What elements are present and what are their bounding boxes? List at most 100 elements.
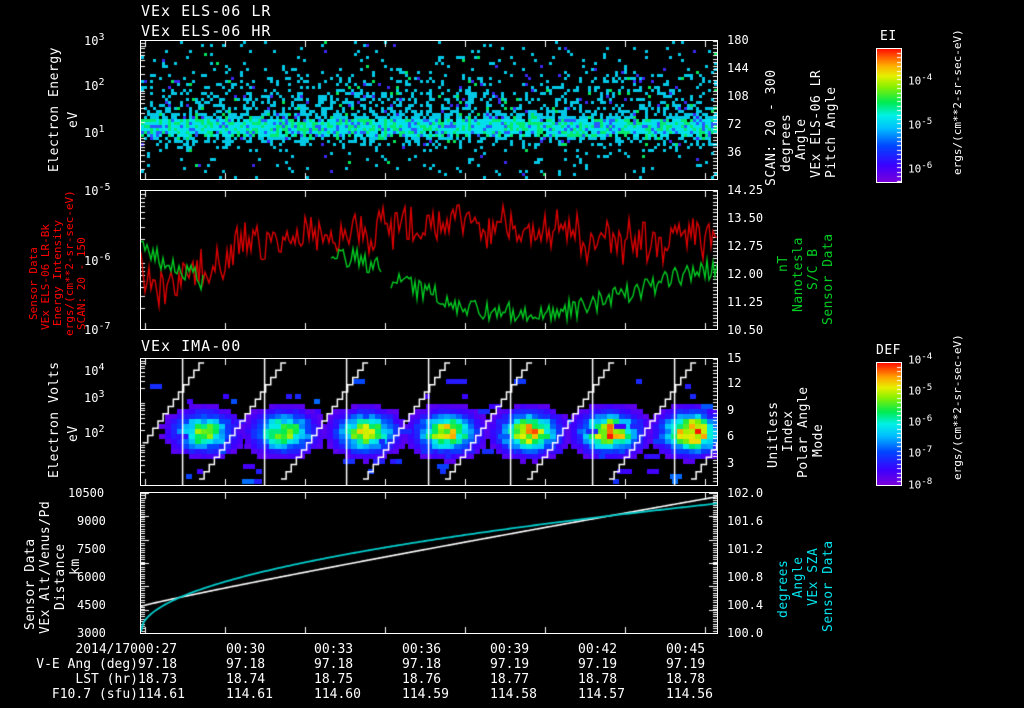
- panel3-ytick-1: 103: [84, 389, 105, 405]
- time-row-1-value-1: 18.74: [226, 672, 266, 687]
- panel2-left-label-4: SCAN: 20 - 150: [75, 237, 88, 330]
- time-row-1-value-2: 18.75: [314, 672, 354, 687]
- panel3-left-axis-label: Electron Volts: [47, 361, 62, 478]
- time-row-0-value-3: 97.18: [402, 657, 442, 672]
- panel1-rytick-1: 144: [727, 61, 749, 75]
- panel-ima-spectrogram[interactable]: [140, 358, 718, 486]
- time-axis-time-0: 00:27: [138, 642, 178, 657]
- panel2-right-label-0: Sensor Data: [821, 233, 836, 325]
- panel4-rytick-0: 102.0: [727, 486, 764, 500]
- panel3-rytick-1: 12: [727, 376, 742, 390]
- panel2-rytick-3: 12.00: [727, 267, 764, 281]
- def-cbar-tick-1: 10-5: [908, 382, 933, 398]
- panel2-right-label-2: Nanotesla: [791, 237, 806, 312]
- ei-cbar-tick-2: 10-6: [908, 160, 933, 176]
- def-colorbar-unit: ergs/(cm**2-sr-sec-eV): [951, 334, 964, 480]
- panel3-right-label-1: Polar Angle: [796, 386, 811, 478]
- panel1-rytick-3: 72: [727, 117, 742, 131]
- time-row-2-value-4: 114.58: [490, 687, 537, 702]
- time-row-2-value-3: 114.59: [402, 687, 449, 702]
- panel2-rytick-2: 12.75: [727, 239, 764, 253]
- panel2-rytick-5: 10.50: [727, 323, 764, 337]
- ei-colorbar: [876, 48, 902, 183]
- panel4-right-label-2: Angle: [791, 556, 806, 598]
- time-row-0-value-5: 97.19: [578, 657, 618, 672]
- time-row-0-value-0: 97.18: [138, 657, 178, 672]
- ei-colorbar-unit: ergs/(cm**2-sr-sec-eV): [951, 29, 964, 175]
- panel4-left-label-3: km: [68, 558, 83, 575]
- time-axis-time-5: 00:42: [578, 642, 618, 657]
- panel4-right-label-3: degrees: [776, 559, 791, 618]
- def-cbar-tick-3: 10-7: [908, 444, 933, 460]
- time-row-0-value-2: 97.18: [314, 657, 354, 672]
- panel-altitude-sza[interactable]: [140, 492, 718, 634]
- time-row-2-value-0: 114.61: [138, 687, 185, 702]
- panel1-rytick-4: 36: [727, 145, 742, 159]
- panel3-ytick-0: 104: [84, 362, 105, 378]
- panel3-rytick-3: 6: [727, 429, 735, 443]
- panel3-left-axis-unit: eV: [66, 425, 81, 442]
- panel-energy-intensity[interactable]: [140, 190, 718, 330]
- panel4-ytick-4: 4500: [77, 598, 106, 612]
- time-axis-time-6: 00:45: [666, 642, 706, 657]
- panel2-right-label-1: S/C B: [806, 248, 821, 290]
- time-row-1-value-4: 18.77: [490, 672, 530, 687]
- time-row-1-value-3: 18.76: [402, 672, 442, 687]
- panel3-title: VEx IMA-00: [141, 337, 242, 355]
- panel4-left-label-0: Sensor Data: [23, 538, 38, 630]
- def-colorbar: [876, 362, 902, 486]
- panel1-title-hr: VEx ELS-06 HR: [141, 22, 272, 40]
- panel3-ytick-2: 102: [84, 424, 105, 440]
- panel4-rytick-3: 100.8: [727, 570, 764, 584]
- panel2-right-label-3: nT: [776, 255, 791, 272]
- time-axis-time-4: 00:39: [490, 642, 530, 657]
- time-row-label-2: F10.7 (sfu): [51, 687, 138, 702]
- panel3-right-label-2: Index: [781, 410, 796, 452]
- panel2-left-label-1: VEx ELS-06 LR-Bk: [39, 224, 52, 330]
- panel2-left-label-0: Sensor Data: [27, 247, 40, 320]
- panel2-ytick-0: 10-5: [84, 182, 111, 198]
- panel1-left-axis-unit: eV: [66, 111, 81, 128]
- time-axis-date-label: 2014/170: [75, 642, 138, 657]
- time-axis-time-1: 00:30: [226, 642, 266, 657]
- panel1-ytick-1: 102: [84, 77, 105, 93]
- def-cbar-tick-0: 10-4: [908, 351, 933, 367]
- time-row-2-value-6: 114.56: [666, 687, 713, 702]
- panel4-rytick-2: 101.2: [727, 542, 764, 556]
- panel1-ytick-0: 103: [84, 32, 105, 48]
- panel4-right-label-0: Sensor Data: [821, 540, 836, 632]
- panel3-rytick-0: 15: [727, 351, 742, 365]
- panel4-left-label-2: Distance: [53, 543, 68, 610]
- panel2-ytick-2: 10-7: [84, 321, 111, 337]
- panel4-ytick-2: 7500: [77, 542, 106, 556]
- time-row-1-value-5: 18.78: [578, 672, 618, 687]
- panel4-ytick-5: 3000: [77, 626, 106, 640]
- ei-cbar-tick-1: 10-5: [908, 116, 933, 132]
- def-colorbar-title: DEF: [876, 343, 901, 358]
- panel1-rytick-2: 108: [727, 89, 749, 103]
- ei-cbar-tick-0: 10-4: [908, 72, 933, 88]
- panel4-rytick-4: 100.4: [727, 598, 764, 612]
- time-row-0-value-6: 97.19: [666, 657, 706, 672]
- panel3-right-label-0: Mode: [811, 423, 826, 457]
- time-axis-time-3: 00:36: [402, 642, 442, 657]
- panel1-ytick-2: 101: [84, 124, 105, 140]
- panel2-rytick-0: 14.25: [727, 183, 764, 197]
- panel4-rytick-5: 100.0: [727, 626, 764, 640]
- panel4-ytick-3: 6000: [77, 570, 106, 584]
- time-axis-table: 2014/170 00:27 00:30 00:33 00:36 00:39 00:42 00…: [0, 642, 760, 702]
- time-row-2-value-5: 114.57: [578, 687, 625, 702]
- panel3-rytick-2: 9: [727, 403, 735, 417]
- time-row-1-value-0: 18.73: [138, 672, 178, 687]
- panel4-ytick-0: 10500: [68, 486, 105, 500]
- panel1-right-label-1: VEx ELS-06 LR: [809, 69, 824, 178]
- panel4-right-label-1: VEx SZA: [806, 547, 821, 606]
- time-row-1-value-6: 18.78: [666, 672, 706, 687]
- panel-els-spectrogram[interactable]: [140, 40, 718, 180]
- panel2-ytick-1: 10-6: [84, 252, 111, 268]
- panel2-rytick-4: 11.25: [727, 295, 764, 309]
- panel2-left-label-3: ergs/(cm**2-sr-sec-eV): [63, 190, 76, 336]
- panel4-ytick-1: 9000: [77, 514, 106, 528]
- panel3-rytick-4: 3: [727, 456, 735, 470]
